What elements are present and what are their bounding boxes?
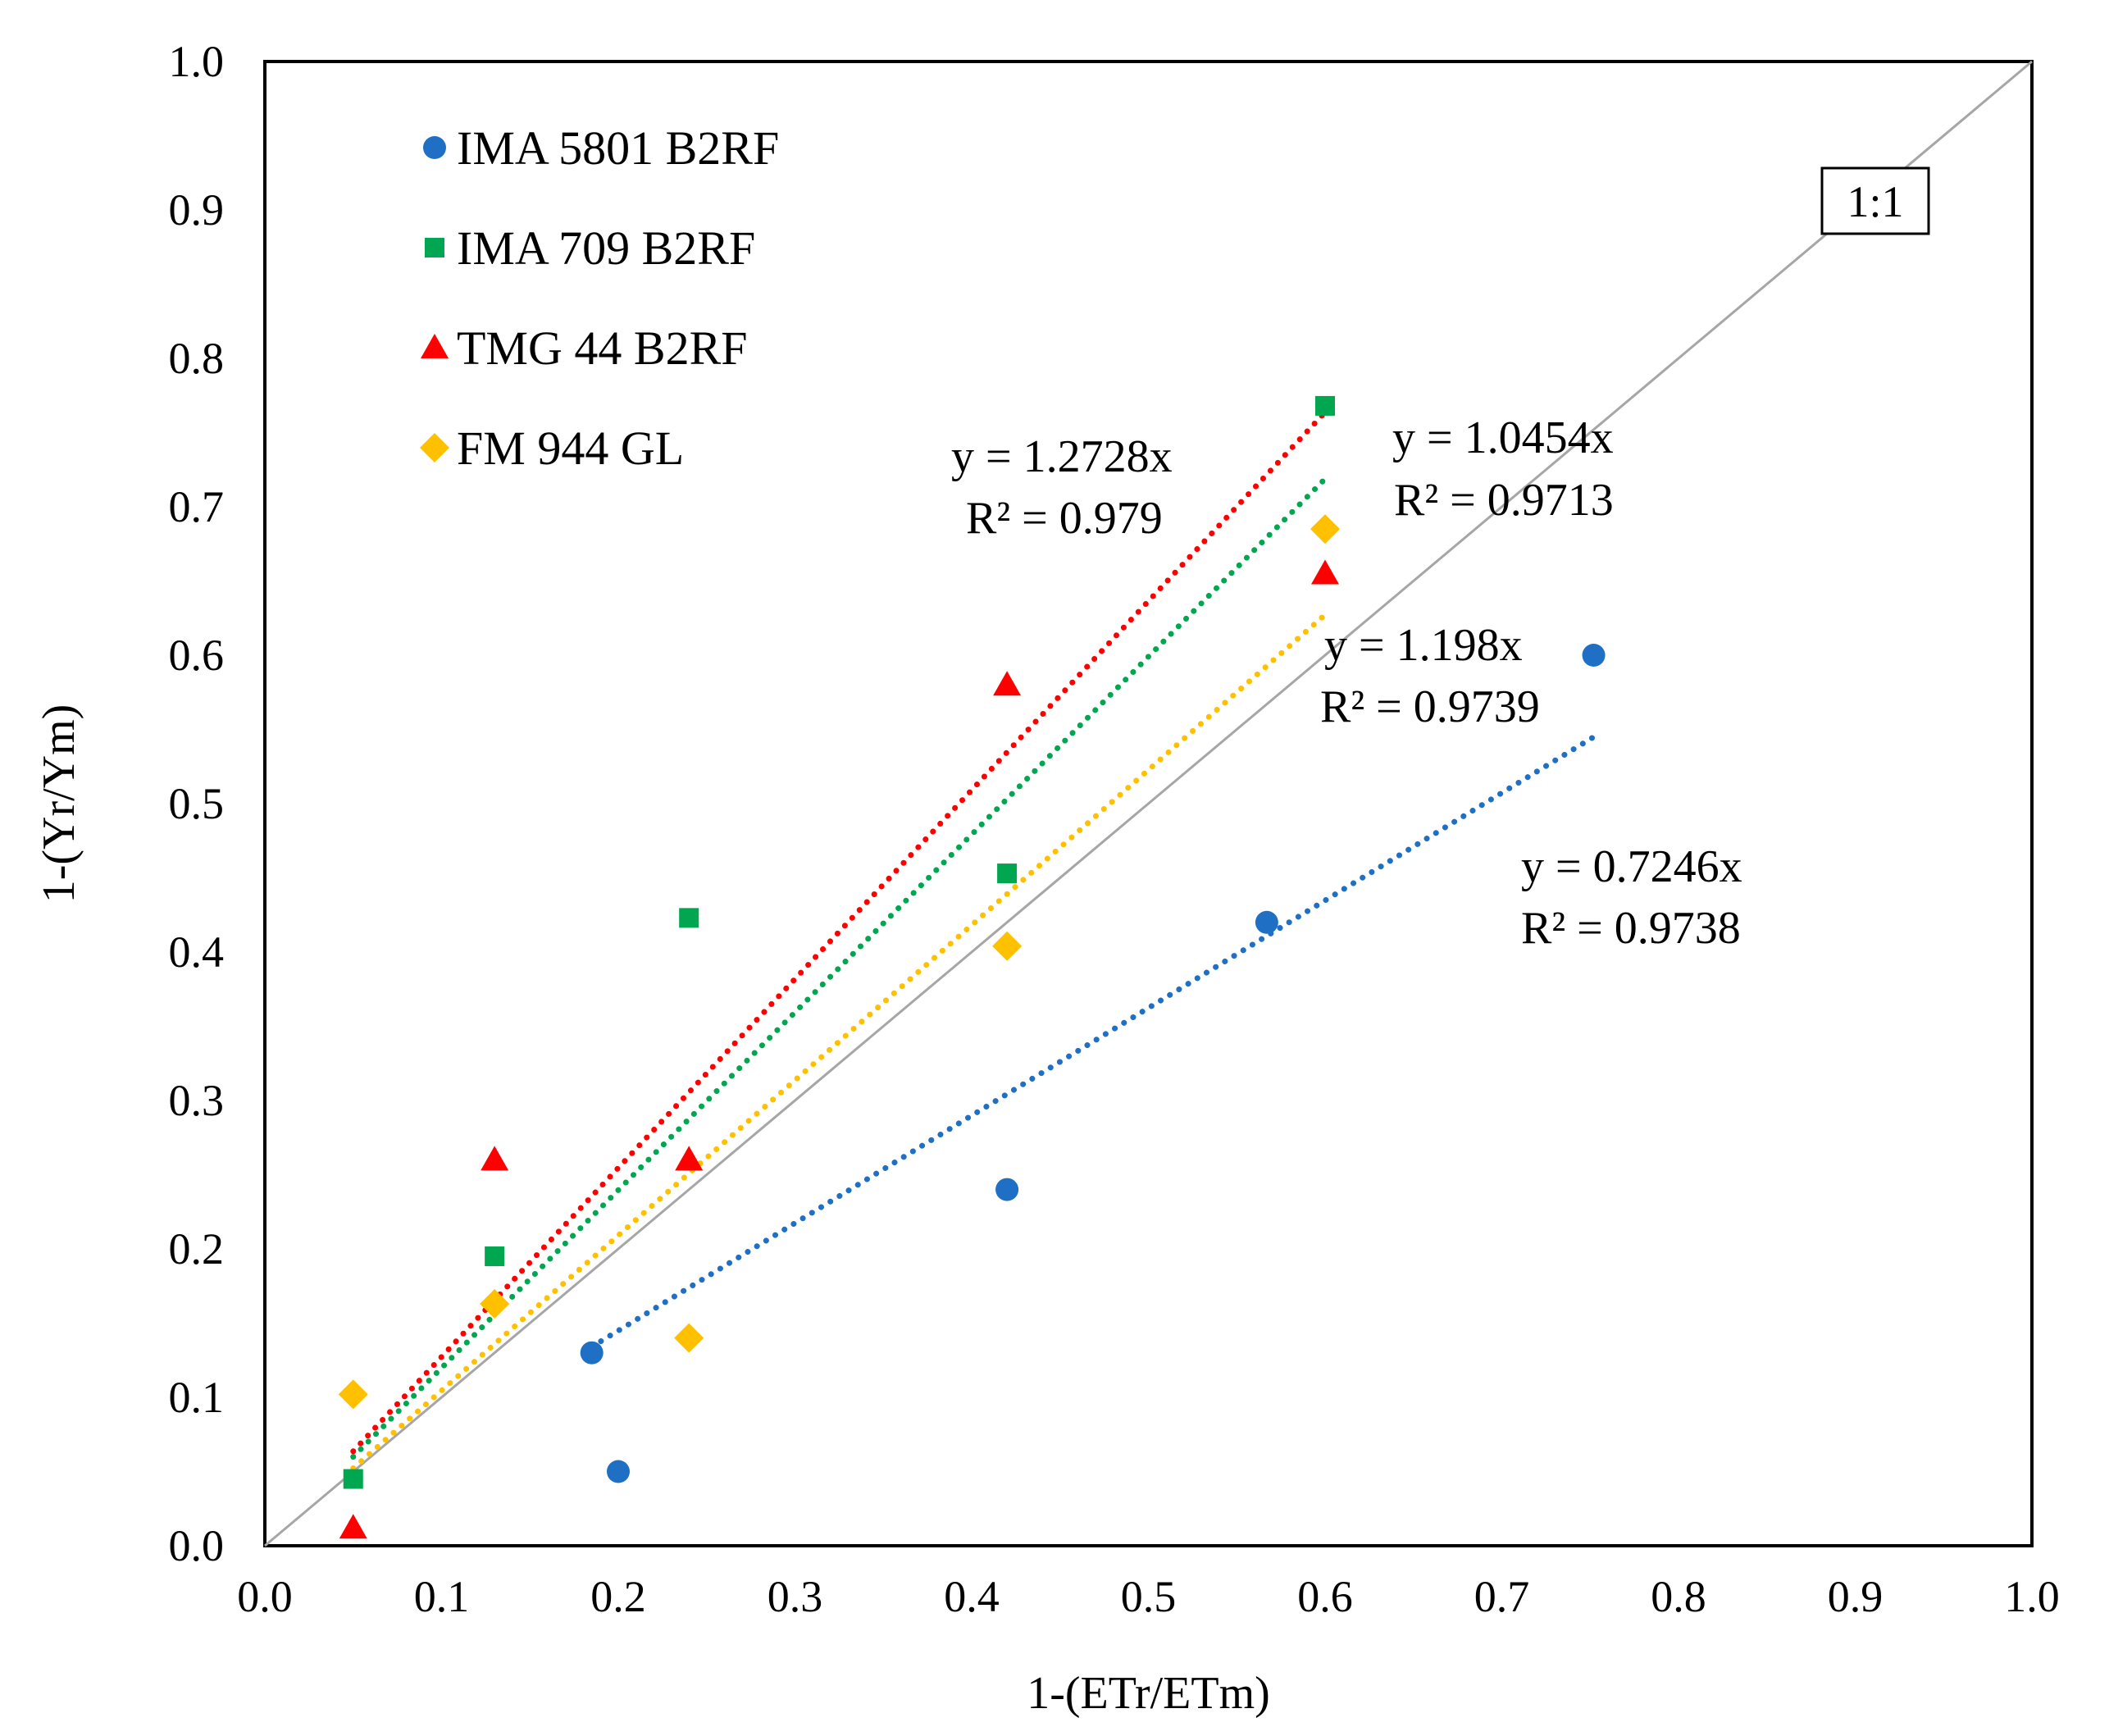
y-tick-label: 0.0 [169,1521,225,1570]
x-tick-label: 1.0 [2004,1572,2060,1621]
y-tick-label: 0.5 [169,779,225,828]
data-point [1311,559,1339,585]
one-to-one-label-box [1820,166,1930,235]
x-tick-label: 0.4 [944,1572,1000,1621]
y-tick-label: 0.4 [169,927,225,977]
data-point [997,863,1018,884]
y-tick-label: 0.9 [169,185,225,235]
trendline [350,612,1328,1471]
legend-entry: IMA 709 B2RF [457,221,755,275]
y-tick-label: 0.1 [169,1373,225,1422]
x-tick-label: 0.9 [1828,1572,1884,1621]
legend-entry: IMA 5801 B2RF [457,121,779,175]
y-tick-label: 0.8 [169,334,225,383]
x-axis-title: 1-(ETr/ETm) [1027,1668,1270,1719]
x-tick-label: 0.1 [414,1572,470,1621]
data-point [995,1178,1019,1201]
data-point [485,1246,505,1267]
y-tick-label: 0.3 [169,1076,225,1125]
legend-marker [420,433,449,462]
y-tick-label: 0.2 [169,1224,225,1274]
trendline-equation: y = 0.7246x [1521,841,1742,892]
x-tick-label: 0.7 [1474,1572,1530,1621]
data-point [481,1146,509,1171]
legend-entry: FM 944 GL [457,421,684,475]
plot-area-frame [263,60,2034,1547]
y-tick-label: 0.6 [169,631,225,680]
data-point [1310,514,1340,544]
data-point [993,671,1022,696]
trendline [589,734,1597,1350]
trendline-equation: y = 1.2728x [951,431,1173,482]
x-tick-label: 0.0 [237,1572,293,1621]
trendline [350,476,1328,1460]
x-tick-label: 0.8 [1651,1572,1706,1621]
x-tick-label: 0.3 [768,1572,823,1621]
data-point [1315,395,1335,416]
data-point [339,1514,367,1539]
legend-marker [421,334,449,358]
data-point [679,908,699,928]
data-point [580,1341,604,1365]
x-tick-label: 0.5 [1121,1572,1177,1621]
data-point [1255,910,1278,934]
one-to-one-label: 1:1 [1847,177,1903,226]
data-point [1582,644,1606,667]
one-to-one-line [264,60,2033,1547]
data-point [607,1460,630,1483]
legend-entry: TMG 44 B2RF [457,321,748,375]
data-point [992,931,1023,961]
trendline-equation: y = 1.198x [1324,620,1523,671]
data-point [480,1288,510,1319]
trendline-r2: R² = 0.9738 [1521,903,1741,954]
y-axis-title: 1-(Yr/Ym) [34,704,84,904]
legend-marker [425,238,444,257]
x-tick-label: 0.6 [1297,1572,1353,1621]
trendline-equation: y = 1.0454x [1392,412,1614,463]
data-point [338,1379,368,1410]
trendline-r2: R² = 0.979 [966,493,1163,544]
trendline [350,409,1328,1455]
y-tick-label: 0.7 [169,482,225,531]
y-tick-label: 1.0 [169,37,225,86]
data-point [343,1469,363,1489]
legend-marker [423,136,446,159]
x-tick-label: 0.2 [590,1572,646,1621]
trendline-r2: R² = 0.9739 [1320,681,1540,732]
data-point [674,1323,704,1353]
data-point [675,1146,704,1171]
trendline-r2: R² = 0.9713 [1394,475,1614,526]
